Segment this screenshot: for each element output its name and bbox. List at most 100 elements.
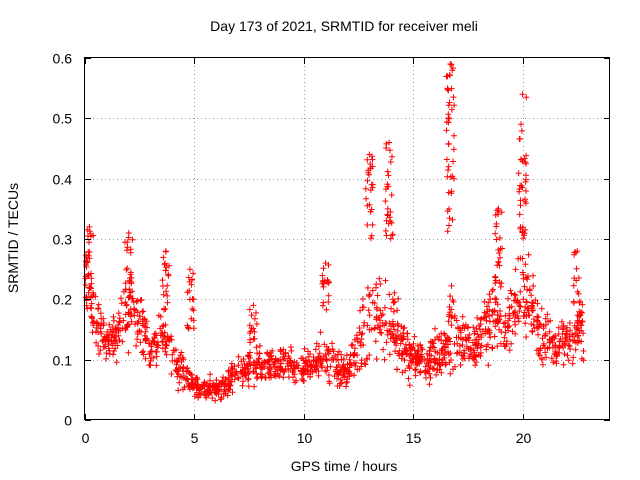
data-point bbox=[483, 346, 490, 353]
data-point bbox=[496, 316, 503, 323]
data-point bbox=[142, 320, 149, 327]
data-point bbox=[110, 313, 117, 320]
y-tick-label: 0 bbox=[64, 413, 72, 429]
data-point bbox=[216, 380, 223, 387]
data-point bbox=[453, 350, 460, 357]
data-point bbox=[98, 330, 105, 337]
data-point bbox=[366, 352, 373, 359]
data-point bbox=[130, 299, 137, 306]
data-point bbox=[502, 324, 509, 331]
data-point bbox=[377, 307, 384, 314]
data-point bbox=[471, 356, 478, 363]
data-point bbox=[432, 359, 439, 366]
data-point bbox=[85, 272, 92, 279]
data-point bbox=[136, 313, 143, 320]
data-point bbox=[383, 339, 390, 346]
data-point bbox=[553, 358, 560, 365]
data-point bbox=[574, 333, 581, 340]
data-point bbox=[338, 357, 345, 363]
data-point bbox=[425, 362, 432, 369]
x-tick-label: 20 bbox=[516, 430, 532, 446]
data-point bbox=[464, 324, 471, 331]
data-point bbox=[184, 375, 191, 382]
data-point bbox=[502, 343, 509, 350]
data-point bbox=[362, 361, 369, 368]
data-point bbox=[493, 220, 500, 227]
data-point bbox=[470, 324, 477, 331]
data-point bbox=[163, 351, 170, 358]
data-point bbox=[389, 296, 396, 303]
data-point bbox=[129, 236, 136, 243]
data-point bbox=[237, 368, 244, 375]
data-point bbox=[410, 340, 417, 347]
data-point bbox=[229, 365, 236, 372]
data-point bbox=[572, 339, 579, 346]
data-point bbox=[406, 364, 413, 371]
data-point bbox=[120, 317, 127, 324]
data-point bbox=[277, 356, 284, 363]
data-point bbox=[154, 342, 161, 349]
data-point bbox=[533, 347, 540, 354]
data-point bbox=[374, 292, 381, 299]
data-point bbox=[449, 216, 456, 223]
data-point bbox=[436, 356, 443, 363]
data-point bbox=[162, 267, 169, 274]
data-point bbox=[450, 94, 457, 101]
y-axis-label: SRMTID / TECUs bbox=[5, 183, 21, 293]
data-point bbox=[517, 197, 524, 204]
data-point bbox=[183, 368, 190, 375]
data-point bbox=[352, 362, 359, 369]
data-point bbox=[455, 325, 462, 332]
data-point bbox=[497, 254, 503, 261]
data-point bbox=[394, 320, 401, 327]
data-point bbox=[348, 362, 355, 369]
data-point bbox=[187, 266, 193, 273]
data-point bbox=[88, 280, 95, 287]
data-point bbox=[448, 61, 455, 68]
data-point bbox=[224, 392, 231, 399]
data-point bbox=[507, 287, 514, 294]
data-point bbox=[407, 357, 414, 364]
data-point bbox=[264, 365, 271, 372]
data-point bbox=[576, 299, 583, 306]
data-point bbox=[448, 190, 455, 197]
data-point bbox=[112, 345, 119, 352]
data-point bbox=[247, 328, 254, 335]
data-point bbox=[521, 283, 528, 290]
data-point bbox=[573, 265, 580, 272]
data-point bbox=[134, 336, 141, 343]
data-point bbox=[476, 322, 482, 329]
data-point bbox=[438, 337, 445, 344]
data-point bbox=[382, 198, 389, 205]
data-point bbox=[492, 212, 499, 218]
data-point bbox=[275, 372, 281, 379]
data-point bbox=[369, 221, 376, 228]
data-point bbox=[132, 321, 139, 328]
data-point bbox=[473, 340, 480, 347]
data-point bbox=[362, 185, 369, 192]
data-point bbox=[180, 386, 186, 393]
data-point bbox=[298, 355, 305, 362]
data-point bbox=[572, 346, 579, 353]
data-point bbox=[441, 354, 448, 361]
data-point bbox=[448, 282, 455, 289]
data-point bbox=[383, 232, 390, 239]
data-point bbox=[212, 387, 219, 394]
data-point bbox=[523, 299, 530, 306]
data-point bbox=[84, 233, 91, 239]
data-point bbox=[523, 188, 529, 194]
data-point bbox=[265, 370, 272, 377]
data-point bbox=[445, 163, 452, 170]
data-point bbox=[184, 365, 191, 372]
data-point bbox=[365, 307, 372, 314]
data-point bbox=[477, 316, 484, 323]
data-point bbox=[459, 342, 466, 348]
data-point bbox=[419, 353, 425, 360]
data-point bbox=[122, 286, 129, 293]
data-point bbox=[364, 177, 371, 184]
data-point bbox=[239, 364, 246, 371]
data-point bbox=[388, 330, 395, 337]
data-point bbox=[313, 340, 320, 347]
data-point bbox=[526, 286, 533, 293]
data-point bbox=[159, 323, 166, 330]
